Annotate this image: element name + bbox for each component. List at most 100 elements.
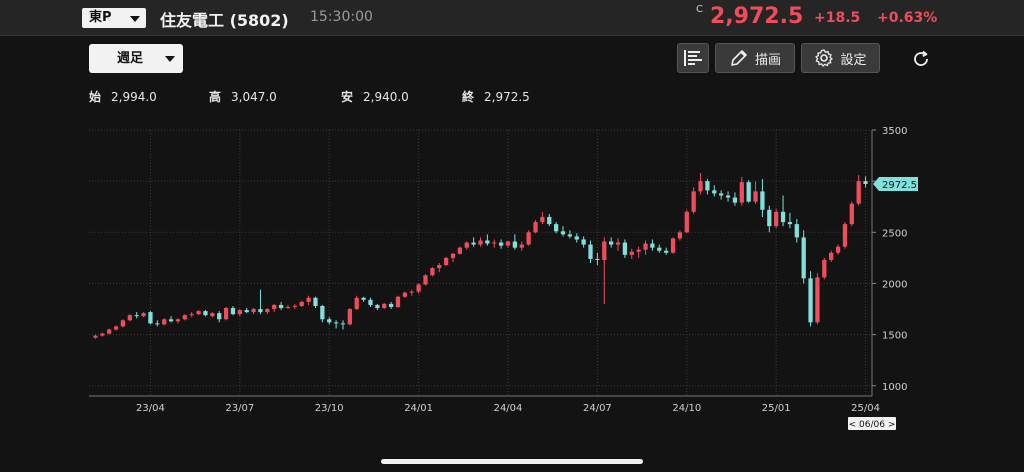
ohlc-open: 始 2,994.0 [89, 88, 157, 105]
candle-body [498, 242, 504, 246]
candle-body [595, 258, 600, 260]
last-price-label: 2972.5 [882, 180, 917, 191]
candle-body [670, 238, 676, 253]
candle-body [863, 181, 868, 184]
draw-button[interactable]: 描画 [715, 43, 795, 73]
price-change-percent: +0.63% [877, 10, 938, 26]
header-bar: 東P 住友電工 (5802) 15:30:00 C 2,972.5 +18.5 … [0, 0, 1024, 36]
candle-body [450, 253, 456, 258]
candle-body [485, 240, 490, 244]
bars-list-icon [684, 50, 702, 66]
candle-body [767, 209, 772, 227]
date-navigator-label: < 06/06 > [849, 420, 896, 430]
candle-body [155, 323, 160, 325]
candle-body [615, 242, 621, 245]
candle-body [368, 299, 373, 305]
ohlc-close-key: 終 [462, 90, 475, 104]
ohlc-high-value: 3,047.0 [231, 90, 277, 104]
candle-body [739, 182, 744, 203]
candle-body [175, 319, 181, 322]
candle-body [492, 242, 497, 244]
ohlc-open-value: 2,994.0 [111, 90, 157, 104]
candle-body [258, 309, 263, 313]
x-tick-label: 25/04 [851, 403, 880, 414]
quote-time: 15:30:00 [310, 9, 373, 25]
candle-body [210, 313, 215, 317]
candle-body [526, 232, 531, 245]
settings-button[interactable]: 設定 [801, 43, 880, 73]
ohlc-open-key: 始 [89, 90, 102, 104]
candle-body [801, 237, 806, 279]
candle-body [409, 291, 414, 293]
candle-body [725, 195, 731, 198]
last-price-marker [873, 176, 918, 191]
reload-icon [914, 50, 928, 66]
market-label: 東P [89, 10, 112, 25]
candle-body [93, 335, 98, 338]
candle-body [320, 305, 325, 320]
candle-body [856, 181, 861, 204]
ohlc-low: 安 2,940.0 [341, 88, 409, 105]
candle-body [677, 232, 683, 239]
candle-body [829, 252, 834, 260]
candle-body [361, 297, 366, 300]
candle-body [457, 247, 463, 254]
candle-body [464, 242, 469, 248]
candle-body [416, 284, 421, 292]
candle-body [650, 243, 655, 248]
period-label: 週足 [117, 51, 144, 66]
candle-body [732, 197, 738, 203]
candle-body [272, 304, 277, 310]
candle-body [327, 319, 332, 323]
market-selector[interactable]: 東P [82, 8, 146, 28]
candle-body [423, 275, 428, 285]
candle-body [684, 211, 689, 233]
candle-body [478, 240, 483, 245]
chevron-down-icon [165, 56, 175, 62]
candlestick-chart[interactable]: 35003000250020001500100023/0423/0723/102… [0, 126, 1024, 436]
draw-label: 描画 [754, 52, 781, 68]
candle-body [402, 292, 407, 297]
stock-name: 住友電工 (5802) [160, 11, 289, 30]
candle-body [835, 246, 841, 253]
date-navigator [848, 417, 896, 430]
candle-body [609, 241, 614, 245]
candle-body [664, 250, 669, 253]
candle-body [505, 241, 511, 246]
candle-body [168, 319, 174, 322]
candle-body [251, 309, 256, 313]
candle-body [388, 303, 394, 307]
candle-body [120, 320, 126, 327]
candle-body [698, 181, 703, 192]
x-tick-label: 24/10 [672, 403, 701, 414]
candle-body [182, 315, 187, 320]
candle-body [567, 234, 573, 237]
ohlc-close: 終 2,972.5 [462, 88, 530, 105]
candle-body [815, 277, 820, 323]
candle-body [471, 242, 476, 245]
candle-body [278, 304, 284, 309]
candle-body [244, 310, 249, 313]
candle-body [148, 312, 153, 324]
candle-body [705, 181, 710, 191]
period-selector[interactable]: 週足 [89, 44, 183, 73]
candle-body [719, 193, 724, 196]
candle-body [292, 305, 297, 307]
candle-body [581, 239, 586, 245]
ohlc-high: 高 3,047.0 [209, 88, 277, 105]
candle-body [691, 191, 696, 212]
ohlc-low-value: 2,940.0 [363, 90, 409, 104]
candle-body [547, 216, 552, 225]
indicator-list-button[interactable] [677, 43, 709, 73]
candle-body [712, 190, 717, 194]
ohlc-high-key: 高 [209, 90, 222, 104]
candle-body [100, 333, 105, 336]
candle-body [787, 222, 793, 225]
settings-label: 設定 [840, 52, 867, 68]
y-tick-label: 3500 [882, 126, 907, 137]
y-tick-label: 1000 [882, 382, 907, 393]
reload-button[interactable] [910, 48, 932, 70]
candle-body [382, 303, 387, 309]
gear-icon [815, 49, 834, 67]
y-tick-label: 2500 [882, 228, 907, 239]
